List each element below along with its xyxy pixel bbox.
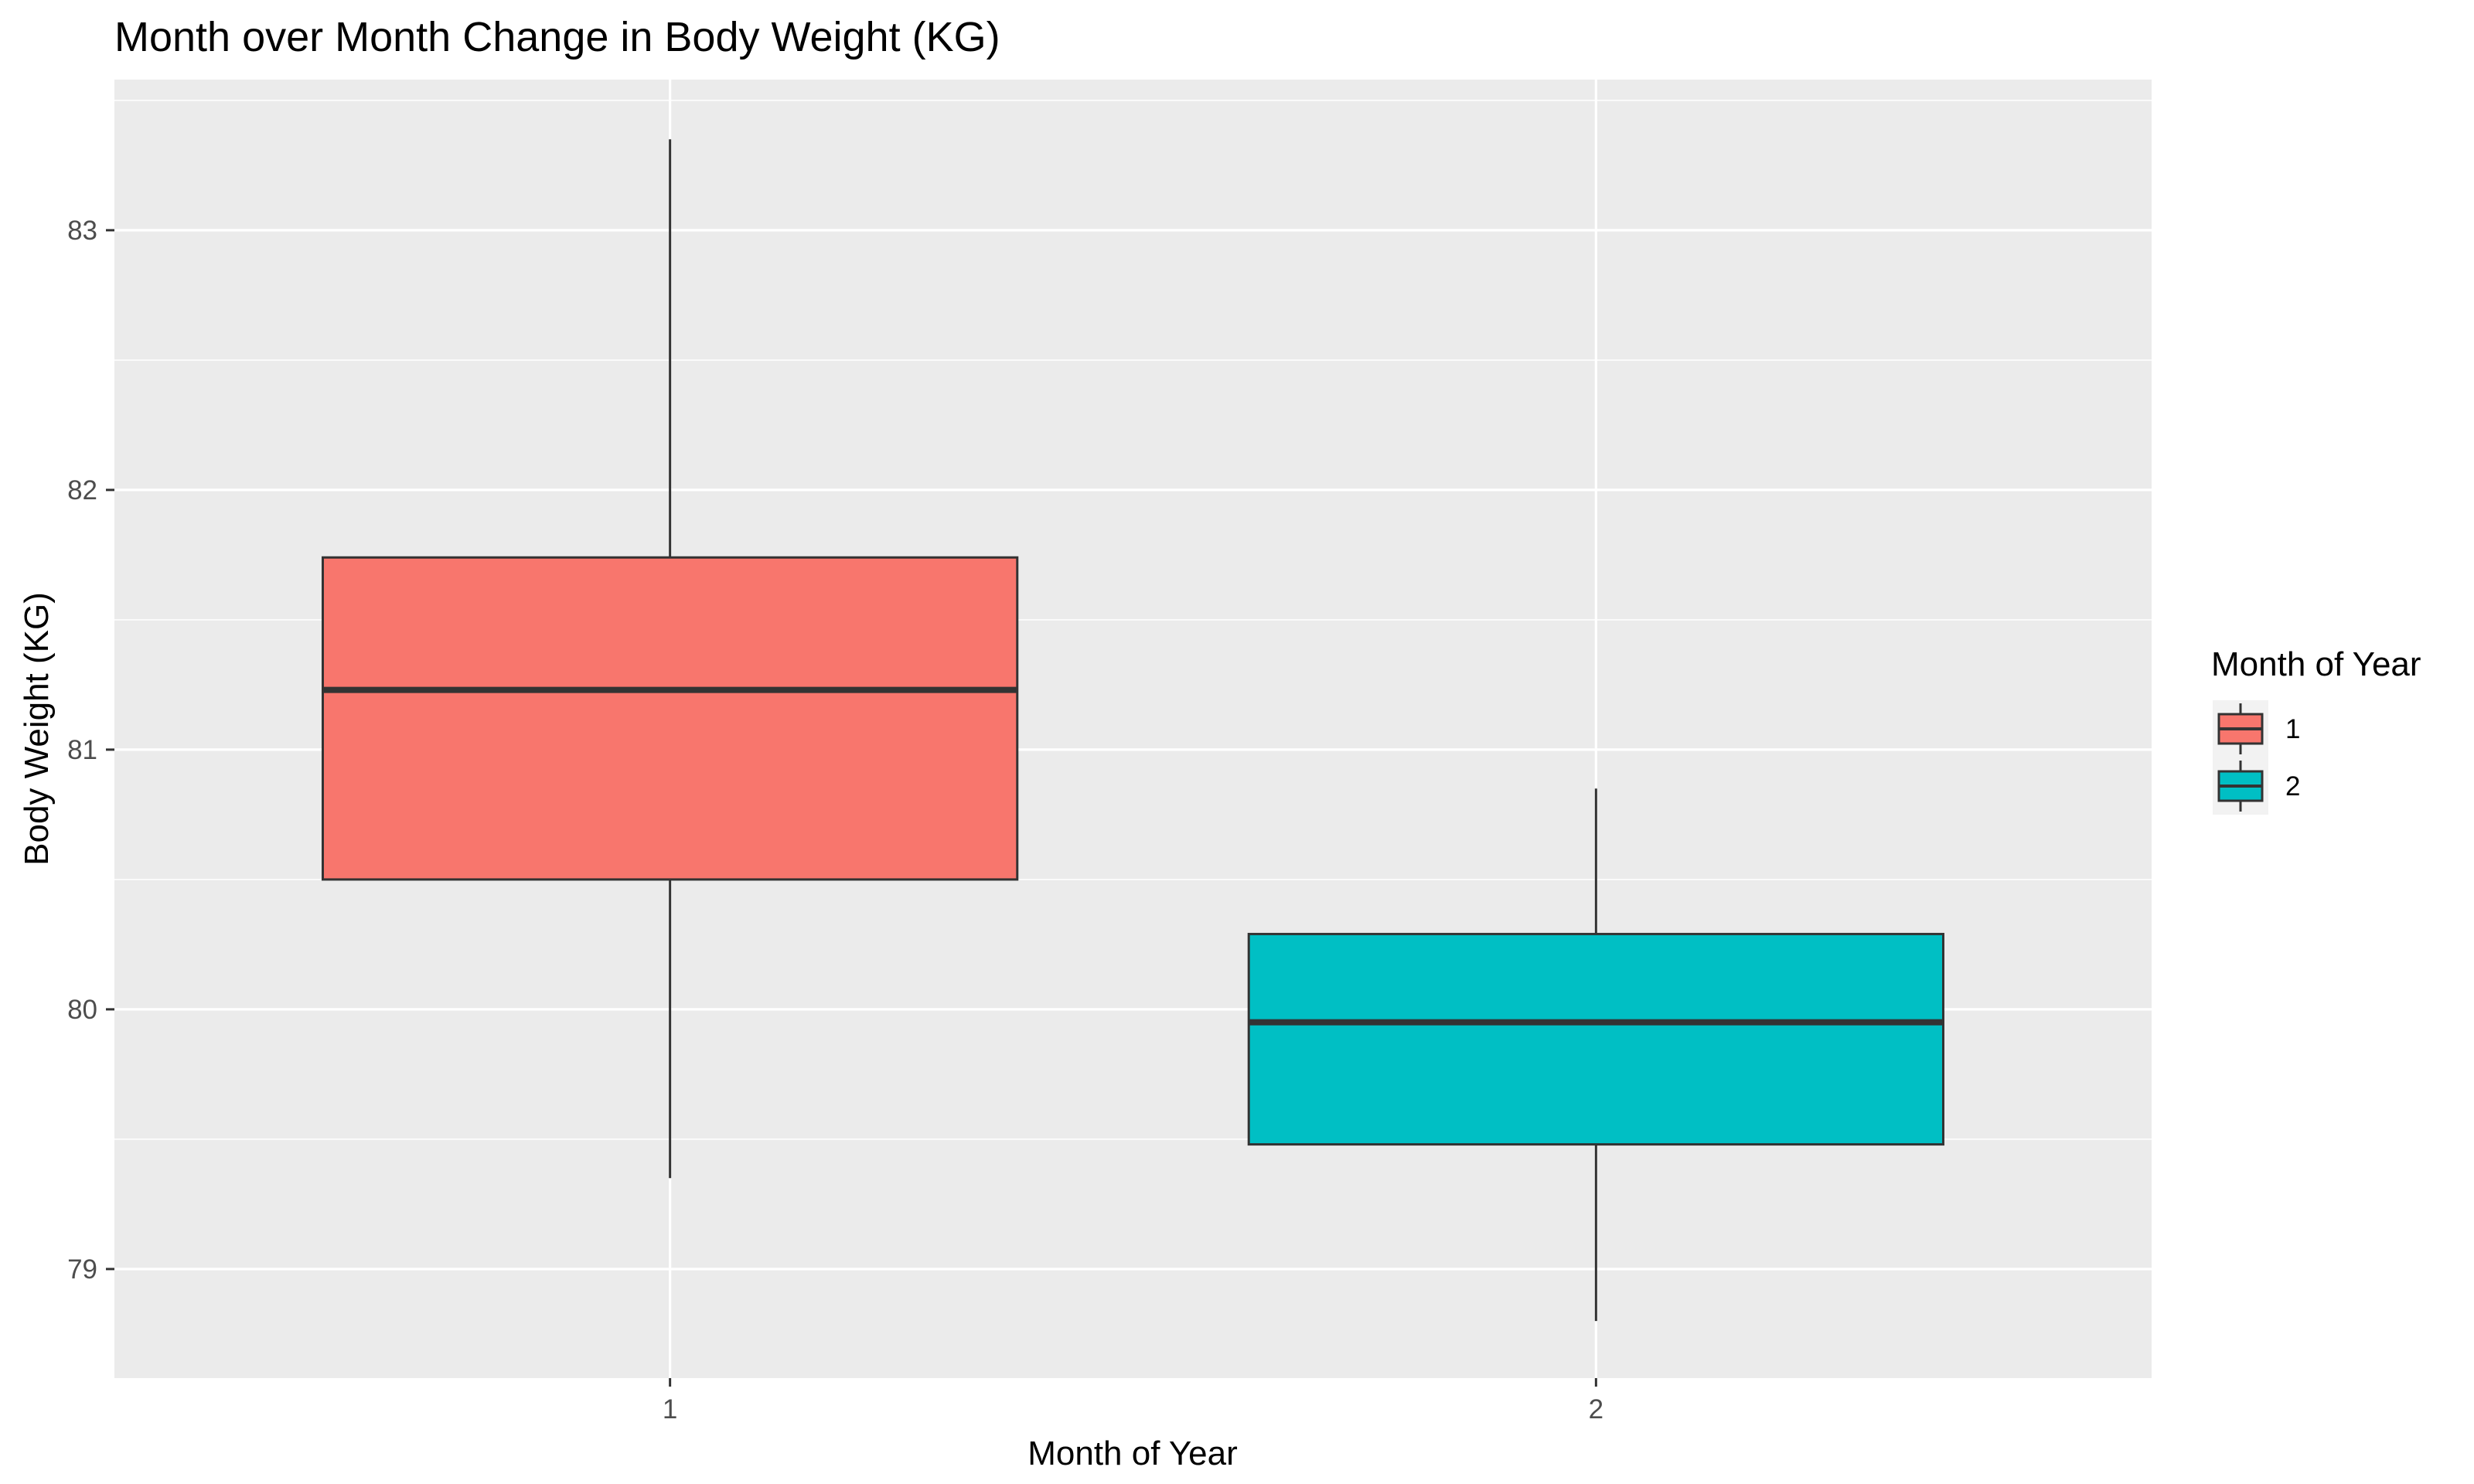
legend-title: Month of Year bbox=[2211, 645, 2421, 683]
y-tick-label: 81 bbox=[67, 735, 97, 765]
chart-title: Month over Month Change in Body Weight (… bbox=[114, 14, 1000, 60]
box-2 bbox=[1247, 788, 1945, 1322]
box-iqr bbox=[321, 556, 1019, 881]
y-axis-title: Body Weight (KG) bbox=[18, 592, 56, 866]
legend-item-1: 1 bbox=[2213, 700, 2300, 757]
box-iqr bbox=[1247, 932, 1945, 1146]
y-tick-label: 80 bbox=[67, 995, 97, 1025]
box-1 bbox=[321, 139, 1019, 1179]
x-axis-title: Month of Year bbox=[1027, 1435, 1238, 1472]
legend-item-2: 2 bbox=[2213, 757, 2300, 815]
x-tick-label: 1 bbox=[663, 1394, 677, 1424]
y-tick-label: 82 bbox=[67, 475, 97, 505]
y-tick-label: 79 bbox=[67, 1254, 97, 1285]
legend: Month of Year 1 2 bbox=[2211, 645, 2421, 815]
y-tick-label: 83 bbox=[67, 216, 97, 246]
boxes bbox=[321, 139, 1945, 1322]
legend-label: 2 bbox=[2285, 771, 2300, 802]
x-tick-label: 2 bbox=[1589, 1394, 1603, 1424]
y-axis: 79 80 81 82 83 bbox=[67, 216, 114, 1285]
legend-label: 1 bbox=[2285, 714, 2300, 744]
